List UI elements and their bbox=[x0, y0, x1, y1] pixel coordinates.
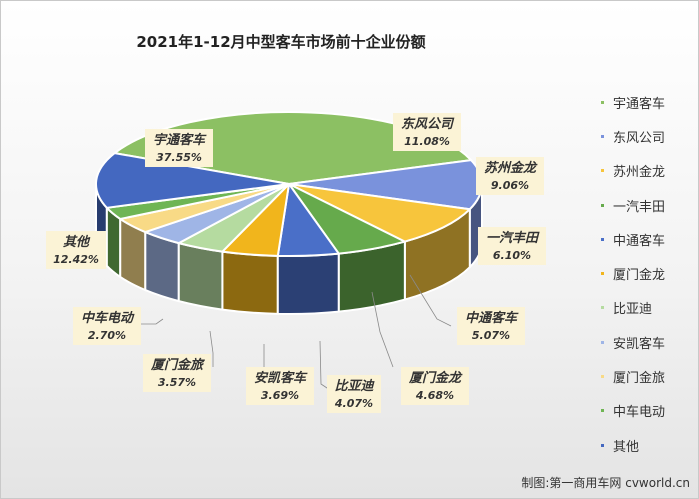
slice-10-leader bbox=[141, 318, 164, 325]
slice-7-label-box bbox=[327, 375, 381, 413]
slice-6-label-box bbox=[401, 367, 469, 405]
legend-label: 东风公司 bbox=[613, 130, 666, 146]
slice-2-label-box bbox=[393, 113, 461, 151]
legend-marker bbox=[601, 169, 604, 173]
legend-marker bbox=[601, 237, 604, 241]
slice-3-value-label: 9.06% bbox=[491, 179, 529, 192]
slice-4-label: 一汽丰田 bbox=[486, 230, 540, 246]
legend-marker bbox=[601, 409, 604, 413]
slice-9-label-box bbox=[143, 354, 211, 392]
slice-5-value-label: 5.07% bbox=[472, 329, 510, 342]
legend-item: 东风公司 bbox=[601, 119, 693, 153]
slice-4-label-box bbox=[478, 227, 546, 265]
slice-3-top bbox=[288, 183, 471, 243]
slice-6-value-label: 4.68% bbox=[415, 389, 454, 402]
legend-item: 中车电动 bbox=[601, 394, 693, 428]
legend-item: 宇通客车 bbox=[601, 85, 693, 119]
chart-title: 2021年1-12月中型客车市场前十企业份额 bbox=[136, 33, 426, 51]
slice-2-label: 东风公司 bbox=[401, 116, 455, 132]
slice-11-label: 其他 bbox=[63, 234, 91, 250]
legend-item: 一汽丰田 bbox=[601, 188, 693, 222]
legend-label: 中车电动 bbox=[613, 405, 666, 421]
legend-marker bbox=[601, 375, 604, 379]
data-labels: 宇通客车 37.55% 东风公司 11.08% 苏州金龙 9.06% 一汽丰田 6.10% 中通… bbox=[46, 113, 546, 413]
slice-10-label: 中车电动 bbox=[81, 310, 135, 326]
legend-label: 安凯客车 bbox=[613, 336, 666, 352]
legend-label: 厦门金旅 bbox=[613, 371, 666, 387]
legend-marker bbox=[601, 203, 604, 207]
legend-marker bbox=[601, 134, 604, 138]
chart-credit: 制图:第一商用车网 cvworld.cn bbox=[521, 476, 690, 490]
slice-10-label-box bbox=[73, 307, 141, 345]
legend-label: 苏州金龙 bbox=[613, 165, 666, 181]
slice-3-label-box bbox=[476, 157, 544, 195]
slice-5-label-box bbox=[457, 307, 525, 345]
legend-marker bbox=[601, 443, 604, 447]
legend-item: 中通客车 bbox=[601, 222, 693, 256]
slice-9-leader bbox=[209, 330, 214, 367]
legend-label: 中通客车 bbox=[613, 233, 666, 249]
legend-label: 其他 bbox=[613, 439, 640, 455]
legend-item: 其他 bbox=[601, 428, 693, 462]
legend-marker bbox=[601, 272, 604, 276]
legend-marker bbox=[601, 340, 604, 344]
legend-label: 厦门金龙 bbox=[613, 268, 666, 284]
slice-6-side bbox=[221, 250, 279, 315]
slice-6-leader bbox=[371, 291, 394, 368]
slice-7-label: 比亚迪 bbox=[334, 378, 375, 394]
legend-label: 宇通客车 bbox=[613, 96, 666, 112]
slice-7-side bbox=[177, 242, 224, 311]
slice-11-value-label: 12.42% bbox=[53, 253, 99, 266]
slice-5-side bbox=[276, 252, 340, 315]
slice-1-label-box bbox=[145, 129, 213, 167]
slice-1-label: 宇通客车 bbox=[153, 132, 207, 148]
legend-label: 比亚迪 bbox=[613, 302, 653, 318]
slice-7-value-label: 4.07% bbox=[334, 397, 373, 410]
legend-item: 安凯客车 bbox=[601, 325, 693, 359]
slice-5-leader bbox=[409, 274, 452, 327]
legend-item: 厦门金龙 bbox=[601, 256, 693, 290]
slice-11-top bbox=[95, 152, 290, 209]
chart-legend: 宇通客车东风公司苏州金龙一汽丰田中通客车厦门金龙比亚迪安凯客车厦门金旅中车电动其… bbox=[601, 85, 693, 462]
slice-2-value-label: 11.08% bbox=[404, 135, 450, 148]
slice-8-label: 安凯客车 bbox=[254, 370, 308, 386]
slice-8-label-box bbox=[246, 367, 314, 405]
slice-10-value-label: 2.70% bbox=[88, 329, 126, 342]
slice-9-label: 厦门金旅 bbox=[150, 357, 205, 373]
legend-item: 苏州金龙 bbox=[601, 154, 693, 188]
legend-item: 厦门金旅 bbox=[601, 359, 693, 393]
slice-11-label-box bbox=[46, 231, 106, 269]
slice-9-value-label: 3.57% bbox=[158, 376, 196, 389]
legend-marker bbox=[601, 100, 604, 104]
slice-8-value-label: 3.69% bbox=[261, 389, 299, 402]
legend-item: 比亚迪 bbox=[601, 291, 693, 325]
slice-1-value-label: 37.55% bbox=[156, 151, 202, 164]
legend-marker bbox=[601, 306, 604, 310]
slice-4-value-label: 6.10% bbox=[493, 249, 531, 262]
legend-label: 一汽丰田 bbox=[613, 199, 666, 215]
slice-6-label: 厦门金龙 bbox=[408, 370, 463, 386]
slice-5-label: 中通客车 bbox=[465, 310, 519, 326]
slice-3-label: 苏州金龙 bbox=[484, 160, 538, 176]
